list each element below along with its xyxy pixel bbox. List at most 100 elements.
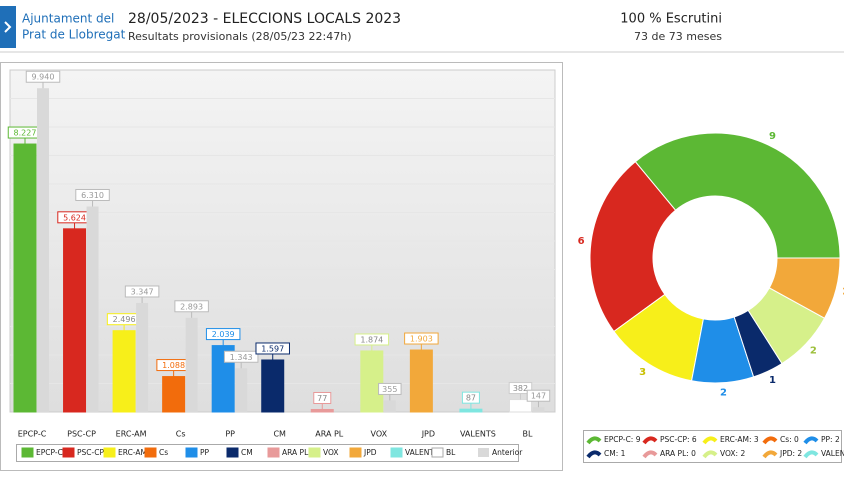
- slice-label: 6: [578, 236, 585, 247]
- legend-swatch: [390, 447, 403, 458]
- value-label-box: [404, 332, 439, 345]
- bar: [63, 228, 87, 413]
- slice-label: 2: [842, 287, 844, 298]
- page-subtitle: Resultats provisionals (28/05/23 22:47h): [128, 30, 352, 43]
- legend-swatch: [762, 436, 778, 445]
- value-label: 355: [382, 385, 397, 394]
- legend-swatch: [267, 447, 280, 458]
- value-label-box: [223, 350, 259, 363]
- bar: [162, 376, 186, 413]
- x-tick-label: JPD: [421, 430, 435, 439]
- value-label-box: [205, 328, 241, 341]
- legend-label: PSC-CP: [77, 448, 104, 457]
- value-label: 77: [317, 394, 327, 403]
- bar: [13, 143, 37, 413]
- legend-swatch: [702, 450, 718, 459]
- legend-label: EPCP-C: [36, 448, 63, 457]
- org-name: Ajuntament del: [22, 12, 114, 26]
- legend-swatch: [762, 450, 778, 459]
- legend-label: Cs: 0: [780, 435, 799, 444]
- x-tick-label: PSC-CP: [67, 430, 96, 439]
- value-label: 6.310: [81, 191, 104, 200]
- logo: [0, 6, 16, 48]
- value-label: 3.347: [131, 287, 154, 296]
- legend-label: VALENTS: [405, 448, 439, 457]
- legend-label: ERC-AM: [118, 448, 147, 457]
- value-label-box: [461, 391, 480, 404]
- bar: [360, 350, 384, 413]
- value-label: 1.597: [261, 344, 284, 353]
- legend-label: JPD: 2: [779, 449, 802, 458]
- legend-swatch: [21, 447, 34, 458]
- x-tick-label: ERC-AM: [116, 430, 147, 439]
- donut-slice: [768, 257, 841, 319]
- legend-swatch: [586, 450, 602, 459]
- logo-icon: [4, 21, 12, 33]
- count-title: 100 % Escrutini: [620, 12, 722, 27]
- value-label-box: [255, 342, 290, 355]
- org-name: Prat de Llobregat: [22, 28, 126, 42]
- value-label: 5.624: [63, 213, 86, 222]
- value-label-box: [25, 70, 61, 83]
- legend-label: CM: [241, 448, 253, 457]
- legend-label: ARA PL: 0: [660, 449, 696, 458]
- value-label-box: [75, 188, 110, 201]
- x-tick-label: VALENTS: [460, 430, 496, 439]
- legend-label: PSC-CP: 6: [660, 435, 697, 444]
- bar: [383, 400, 396, 412]
- legend-swatch: [349, 447, 362, 458]
- bar: [185, 317, 198, 412]
- x-tick-label: CM: [273, 430, 286, 439]
- value-label-box: [508, 382, 533, 395]
- legend-swatch: [586, 436, 602, 445]
- bar: [261, 359, 285, 413]
- donut-slice: [634, 132, 841, 259]
- bar: [310, 408, 334, 413]
- legend-label: EPCP-C: 9: [604, 435, 641, 444]
- count-detail: 73 de 73 meses: [634, 30, 722, 43]
- bar: [532, 407, 545, 412]
- bar: [459, 408, 483, 413]
- legend-swatch: [308, 447, 321, 458]
- bar: [235, 368, 248, 412]
- slice-label: 2: [720, 388, 727, 399]
- header: [0, 0, 844, 52]
- legend-label: JPD: [363, 448, 377, 457]
- value-label: 87: [466, 394, 476, 403]
- legend-label: PP: 2: [821, 435, 840, 444]
- value-label: 1.343: [230, 353, 253, 362]
- slice-label: 1: [769, 375, 776, 386]
- page-title: 28/05/2023 - ELECCIONS LOCALS 2023: [128, 11, 401, 27]
- value-label: 1.903: [410, 335, 433, 344]
- legend-label: ARA PL: [282, 448, 309, 457]
- legend-label: BL: [446, 448, 456, 457]
- slice-label: 9: [769, 131, 776, 142]
- slice-label: 3: [639, 367, 646, 378]
- value-label-box: [313, 391, 332, 404]
- slice-label: 2: [810, 345, 817, 356]
- value-label: 2.496: [113, 315, 136, 324]
- legend-swatch: [144, 447, 157, 458]
- legend-swatch: [803, 450, 819, 459]
- legend-swatch: [62, 447, 75, 458]
- value-label: 1.874: [360, 335, 383, 344]
- legend-label: Anterior: [492, 448, 523, 457]
- legend-swatch: [702, 436, 718, 445]
- value-label-box: [354, 333, 390, 346]
- value-label: 9.940: [32, 73, 55, 82]
- value-label-box: [526, 389, 551, 402]
- legend-swatch: [103, 447, 116, 458]
- legend-label: VOX: [323, 448, 339, 457]
- legend-swatch: [431, 447, 444, 458]
- legend-label: CM: 1: [604, 449, 626, 458]
- legend-label: ERC-AM: 3: [720, 435, 759, 444]
- value-label: 8.227: [14, 129, 37, 138]
- legend-swatch: [478, 448, 489, 457]
- legend-swatch: [226, 447, 239, 458]
- bar: [112, 330, 136, 413]
- legend-label: Cs: [159, 448, 168, 457]
- x-tick-label: BL: [522, 430, 532, 439]
- x-tick-label: PP: [225, 430, 235, 439]
- legend-swatch: [803, 436, 819, 445]
